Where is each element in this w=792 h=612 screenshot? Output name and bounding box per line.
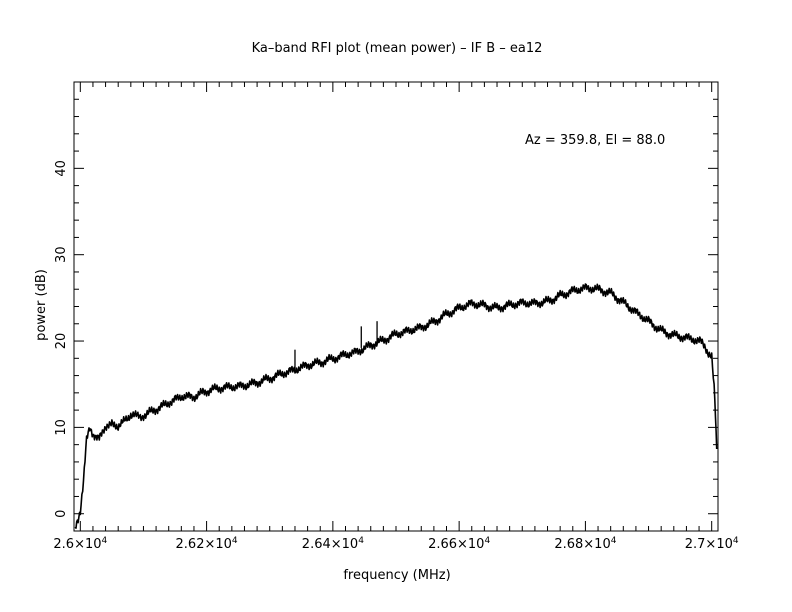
y-tick-label: 0 (54, 510, 69, 518)
x-tick-label: 2.6×104 (53, 536, 107, 552)
x-tick-label: 2.7×104 (685, 536, 739, 552)
x-tick-label: 2.66×104 (428, 536, 490, 552)
az-el-annotation: Az = 359.8, El = 88.0 (525, 133, 665, 148)
plot-frame (73, 81, 719, 532)
x-axis-label: frequency (MHz) (343, 568, 450, 583)
y-axis-label: power (dB) (34, 269, 49, 341)
power-series-line (74, 283, 718, 530)
x-tick-label: 2.62×104 (176, 536, 238, 552)
x-tick-label: 2.68×104 (554, 536, 616, 552)
axis-tick-labels: 2.6×104 2.62×104 2.64×104 2.66×104 2.68×104 2… (53, 160, 738, 552)
y-tick-label: 10 (54, 419, 69, 436)
chart-title: Ka–band RFI plot (mean power) – IF B – e… (252, 41, 543, 56)
x-tick-label: 2.64×104 (302, 536, 364, 552)
series-layer (74, 283, 718, 530)
y-tick-label: 40 (54, 160, 69, 177)
axis-ticks (74, 82, 718, 531)
y-tick-label: 20 (54, 333, 69, 350)
y-tick-label: 30 (54, 246, 69, 263)
